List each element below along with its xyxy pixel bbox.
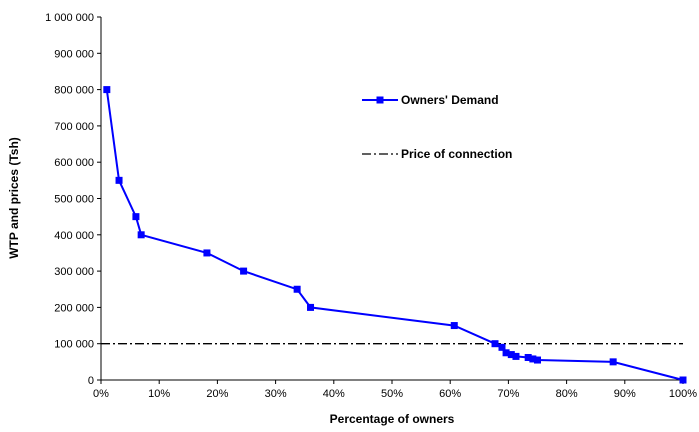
- y-tick-label: 900 000: [54, 48, 94, 60]
- y-axis-ticks: 0 100 000 200 000 300 000 400 000 500 000 600 …: [45, 12, 101, 387]
- data-point: [524, 353, 532, 361]
- y-tick-label: 600 000: [54, 157, 94, 169]
- owners-demand-markers: [103, 86, 687, 384]
- legend-owners-demand-swatch-marker: [376, 96, 384, 104]
- data-point: [498, 343, 506, 351]
- data-point: [137, 231, 145, 239]
- x-tick-label: 90%: [614, 388, 636, 400]
- data-point: [450, 322, 458, 330]
- data-point: [679, 376, 687, 384]
- y-tick-label: 100 000: [54, 339, 94, 351]
- legend-owners-demand-label: Owners' Demand: [401, 93, 499, 107]
- data-point: [507, 351, 515, 359]
- data-point: [491, 340, 499, 348]
- x-tick-label: 100%: [669, 388, 697, 400]
- data-point: [534, 356, 541, 364]
- x-tick-label: 10%: [148, 388, 170, 400]
- x-tick-label: 0%: [93, 388, 109, 400]
- data-point: [115, 176, 123, 184]
- data-point: [512, 352, 520, 360]
- data-point: [307, 303, 315, 311]
- y-tick-label: 800 000: [54, 85, 94, 97]
- data-point: [132, 213, 140, 221]
- y-tick-label: 0: [88, 375, 94, 387]
- x-axis-title: Percentage of owners: [330, 412, 455, 426]
- data-point: [502, 349, 510, 357]
- x-tick-label: 50%: [381, 388, 403, 400]
- y-tick-label: 400 000: [54, 230, 94, 242]
- y-tick-label: 500 000: [54, 194, 94, 206]
- x-tick-label: 70%: [497, 388, 519, 400]
- x-tick-label: 40%: [323, 388, 345, 400]
- x-tick-label: 80%: [556, 388, 578, 400]
- data-point: [529, 355, 537, 363]
- data-point: [609, 358, 617, 366]
- data-point: [203, 249, 211, 257]
- owners-demand-line: [105, 89, 684, 381]
- x-tick-label: 30%: [265, 388, 287, 400]
- data-point: [240, 267, 248, 275]
- data-point: [103, 86, 111, 94]
- y-tick-label: 1 000 000: [45, 12, 94, 24]
- legend-price-of-connection-label: Price of connection: [401, 147, 512, 161]
- y-tick-label: 300 000: [54, 266, 94, 278]
- x-tick-label: 60%: [439, 388, 461, 400]
- x-tick-label: 20%: [206, 388, 228, 400]
- data-point: [293, 285, 301, 293]
- x-axis-ticks: 0% 10% 20% 30% 40% 50% 60% 70% 80% 90% 100%: [93, 380, 697, 400]
- y-axis-title: WTP and prices (Tsh): [7, 137, 21, 259]
- legend: Owners' Demand Price of connection: [362, 93, 512, 161]
- y-tick-label: 700 000: [54, 121, 94, 133]
- y-tick-label: 200 000: [54, 302, 94, 314]
